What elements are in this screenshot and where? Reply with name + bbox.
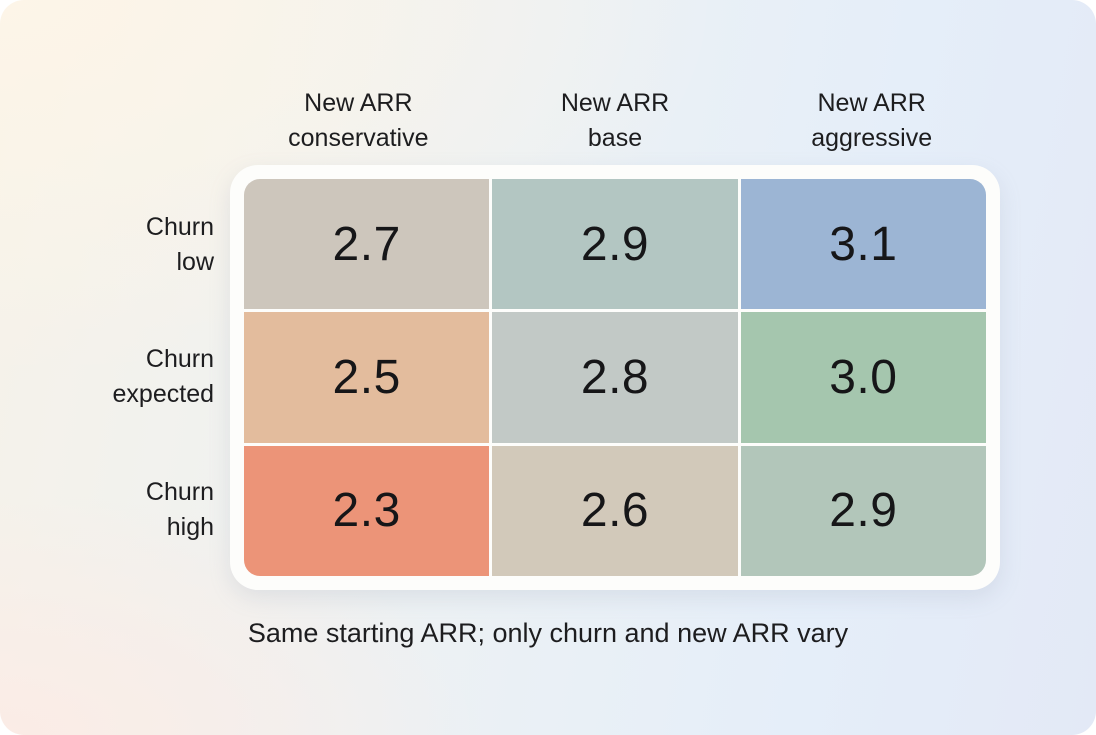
column-header-conservative: New ARR conservative (288, 89, 429, 152)
heatmap-cell-r2c0: 2.3 (244, 445, 490, 576)
heatmap-cell-r2c1: 2.6 (492, 445, 738, 576)
heatmap-grid: 2.7 2.9 3.1 2.5 2.8 3.0 2.3 2.6 2.9 (244, 179, 986, 576)
heatmap-cell-r1c1: 2.8 (492, 312, 738, 443)
heatmap-cell-r0c1: 2.9 (492, 179, 738, 310)
row-label-churn-high: Churn high (145, 477, 214, 541)
heatmap-panel: 2.7 2.9 3.1 2.5 2.8 3.0 2.3 2.6 2.9 (230, 165, 1000, 590)
row-labels: Churn low Churn expected Churn high (0, 179, 222, 576)
heatmap-cell-r0c0: 2.7 (244, 179, 490, 310)
chart-caption: Same starting ARR; only churn and new AR… (247, 618, 849, 648)
heatmap-cell-r1c0: 2.5 (244, 312, 490, 443)
column-headers: New ARR conservative New ARR base New AR… (230, 86, 1000, 156)
heatmap-cell-r0c2: 3.1 (740, 179, 986, 310)
row-label-churn-low: Churn low (145, 213, 214, 277)
column-header-base: New ARR base (560, 89, 670, 152)
heatmap-cell-r1c2: 3.0 (740, 312, 986, 443)
row-label-churn-expected: Churn expected (112, 345, 214, 409)
column-header-aggressive: New ARR aggressive (811, 89, 933, 152)
heatmap-cell-r2c2: 2.9 (740, 445, 986, 576)
